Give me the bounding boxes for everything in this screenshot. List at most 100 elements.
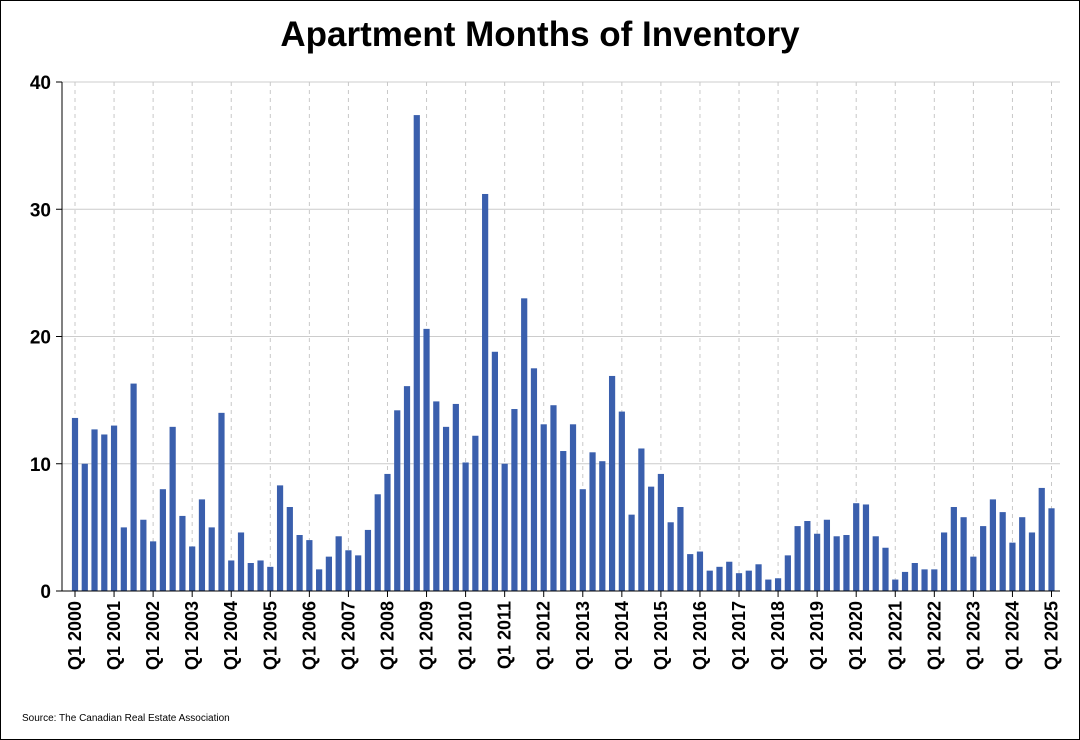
bar xyxy=(1048,508,1055,591)
bar xyxy=(823,519,831,591)
bar xyxy=(325,556,332,591)
bar xyxy=(120,527,127,592)
bar xyxy=(648,486,655,591)
x-tick-label: Q1 2000 xyxy=(65,601,85,670)
bar xyxy=(501,463,508,591)
x-tick-label: Q1 2022 xyxy=(924,601,944,670)
bar xyxy=(150,541,157,591)
bar xyxy=(960,517,967,591)
bar xyxy=(1009,542,1016,591)
bar xyxy=(159,489,166,591)
x-tick-label: Q1 2005 xyxy=(260,601,280,670)
x-tick-label: Q1 2011 xyxy=(495,601,515,669)
x-tick-label: Q1 2010 xyxy=(456,601,476,670)
source-note: Source: The Canadian Real Estate Associa… xyxy=(22,713,230,724)
bar xyxy=(403,386,411,591)
bar xyxy=(384,473,391,591)
bar xyxy=(677,507,684,591)
bar xyxy=(608,375,616,591)
bar xyxy=(306,540,313,591)
bar xyxy=(706,570,713,591)
bar xyxy=(257,560,264,591)
bar xyxy=(189,546,196,591)
bar xyxy=(667,522,674,591)
bar xyxy=(989,499,997,591)
x-tick-label: Q1 2020 xyxy=(846,601,866,670)
bar xyxy=(814,533,821,591)
bar xyxy=(218,412,225,591)
bar xyxy=(179,515,186,591)
bar xyxy=(599,461,606,591)
x-tick-label: Q1 2017 xyxy=(729,601,749,670)
bar xyxy=(130,383,137,591)
x-tick-label: Q1 2009 xyxy=(417,601,437,670)
bar xyxy=(999,512,1006,591)
bar xyxy=(843,535,850,591)
x-tick-label: Q1 2007 xyxy=(338,601,358,670)
bar xyxy=(862,504,870,591)
bar xyxy=(872,536,879,591)
bar xyxy=(286,507,293,591)
bar xyxy=(530,368,538,591)
bar xyxy=(931,569,938,591)
bar xyxy=(550,405,557,591)
bar xyxy=(91,429,98,591)
bar xyxy=(247,563,254,591)
bar xyxy=(657,473,664,591)
bar xyxy=(374,494,381,591)
bar xyxy=(345,550,352,591)
bar xyxy=(882,547,889,591)
bar xyxy=(950,507,957,591)
x-tick-label: Q1 2015 xyxy=(651,601,671,670)
bar xyxy=(433,401,440,591)
y-tick-label: 0 xyxy=(40,582,51,603)
bar xyxy=(540,424,547,591)
bar xyxy=(110,425,118,591)
bar xyxy=(892,579,899,591)
bar xyxy=(569,424,577,591)
bar xyxy=(765,579,772,591)
x-tick-label: Q1 2006 xyxy=(299,601,319,670)
bar xyxy=(452,403,459,591)
bar xyxy=(980,526,987,591)
bar xyxy=(755,564,762,591)
bar xyxy=(228,560,235,591)
bar xyxy=(394,410,401,591)
bar xyxy=(618,411,625,591)
bar xyxy=(140,519,147,591)
y-tick-label: 40 xyxy=(30,73,51,94)
bar xyxy=(745,570,752,591)
bar xyxy=(296,535,303,591)
x-tick-label: Q1 2024 xyxy=(1002,601,1022,670)
bar xyxy=(169,426,176,591)
x-tick-label: Q1 2021 xyxy=(885,601,905,670)
bar xyxy=(316,569,323,591)
bar xyxy=(833,536,840,591)
bar xyxy=(638,448,645,591)
bar xyxy=(1038,487,1045,591)
bar xyxy=(940,532,948,591)
bar xyxy=(423,328,430,591)
x-tick-label: Q1 2004 xyxy=(221,601,241,670)
bar xyxy=(442,426,450,591)
bar xyxy=(784,555,791,591)
bar xyxy=(628,514,635,591)
bar xyxy=(901,571,909,591)
bar xyxy=(276,485,284,591)
y-tick-label: 30 xyxy=(30,200,51,221)
x-tick-label: Q1 2013 xyxy=(573,601,593,670)
chart-title: Apartment Months of Inventory xyxy=(280,15,800,54)
bar xyxy=(355,555,362,591)
bar xyxy=(696,551,704,591)
bar xyxy=(413,115,420,591)
bar xyxy=(101,434,108,591)
bar xyxy=(853,503,860,591)
bar xyxy=(462,462,469,591)
bar xyxy=(579,489,586,591)
bar xyxy=(71,417,79,591)
x-tick-label: Q1 2023 xyxy=(963,601,983,670)
bar xyxy=(735,573,743,591)
bar xyxy=(364,529,372,591)
